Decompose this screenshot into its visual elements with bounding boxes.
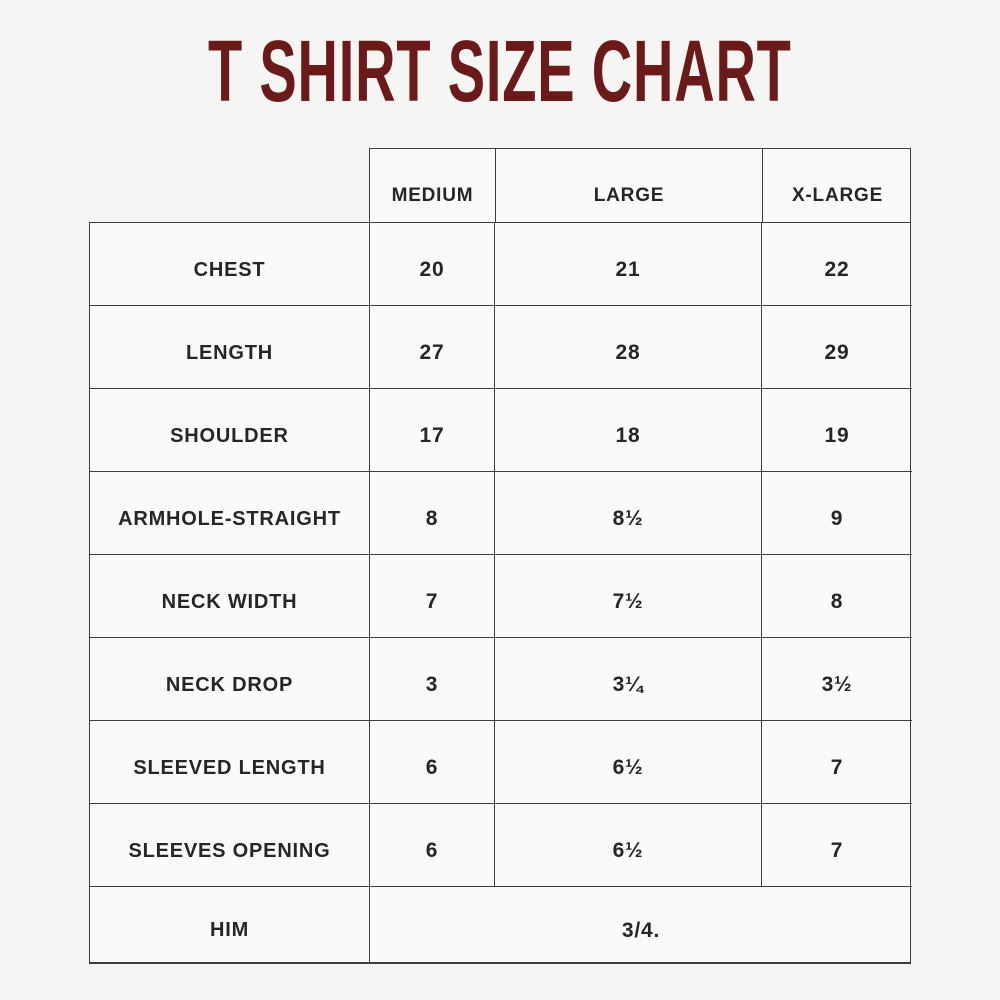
size-chart-table: MEDIUM LARGE X-LARGE CHEST 20 21 22 LENG…: [89, 148, 912, 964]
sleeves-opening-xlarge: 7: [762, 804, 912, 887]
row-label-armhole-straight: ARMHOLE-STRAIGHT: [90, 472, 370, 555]
row-label-sleeves-opening: SLEEVES OPENING: [90, 804, 370, 887]
row-label-length: LENGTH: [90, 306, 370, 389]
neck-width-xlarge: 8: [762, 555, 912, 638]
row-label-neck-drop: NECK DROP: [90, 638, 370, 721]
length-large: 28: [495, 306, 762, 389]
chest-large: 21: [495, 223, 762, 306]
size-header-large: LARGE: [495, 149, 762, 222]
size-header-medium: MEDIUM: [391, 185, 474, 206]
sleeved-length-large: 6½: [495, 721, 762, 804]
shoulder-xlarge: 19: [762, 389, 912, 472]
sleeved-length-medium: 6: [370, 721, 495, 804]
length-medium: 27: [370, 306, 495, 389]
size-header-row: MEDIUM LARGE X-LARGE: [369, 148, 911, 223]
him-value: 3/4.: [621, 918, 661, 942]
neck-drop-xlarge: 3½: [762, 638, 912, 721]
sleeves-opening-large: 6½: [495, 804, 762, 887]
neck-width-large: 7½: [495, 555, 762, 638]
sleeves-opening-medium: 6: [370, 804, 495, 887]
chest-medium: 20: [370, 223, 495, 306]
armhole-medium: 8: [370, 472, 495, 555]
page-title: T SHIRT SIZE CHART: [0, 22, 1000, 120]
size-header-xlarge: X-LARGE: [762, 149, 912, 222]
neck-width-medium: 7: [370, 555, 495, 638]
armhole-xlarge: 9: [762, 472, 912, 555]
size-table-body: CHEST 20 21 22 LENGTH 27 28 29 SHOULDER …: [89, 222, 912, 964]
row-label-chest: CHEST: [90, 223, 370, 306]
length-xlarge: 29: [762, 306, 912, 389]
armhole-large: 8½: [495, 472, 762, 555]
row-label-sleeved-length: SLEEVED LENGTH: [90, 721, 370, 804]
page-title-text: T SHIRT SIZE CHART: [208, 22, 792, 120]
row-label-shoulder: SHOULDER: [90, 389, 370, 472]
chest-xlarge: 22: [762, 223, 912, 306]
row-label-neck-width: NECK WIDTH: [90, 555, 370, 638]
shoulder-large: 18: [495, 389, 762, 472]
neck-drop-medium: 3: [370, 638, 495, 721]
sleeved-length-xlarge: 7: [762, 721, 912, 804]
neck-drop-large: 3¼: [495, 638, 762, 721]
row-label-him: HIM: [90, 887, 370, 962]
shoulder-medium: 17: [370, 389, 495, 472]
